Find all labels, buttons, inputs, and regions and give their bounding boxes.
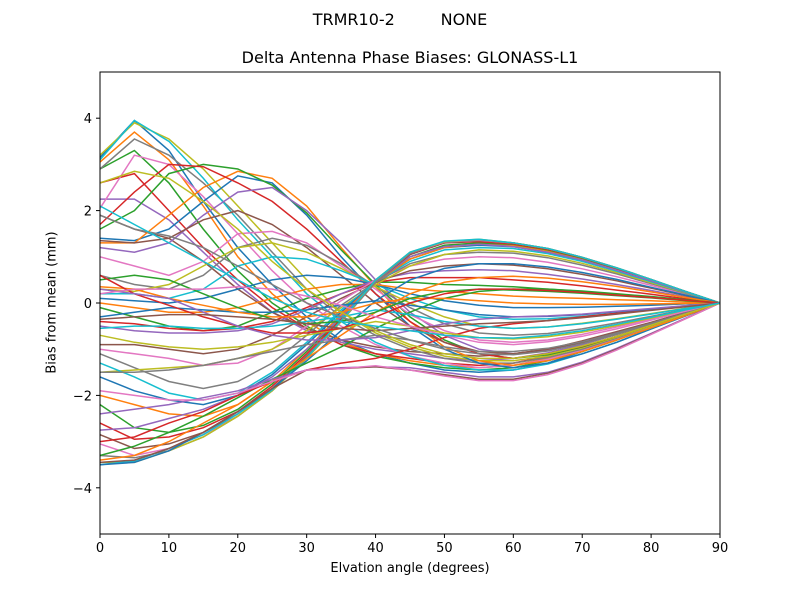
series-line [99, 286, 721, 346]
y-tick-label: −4 [73, 482, 92, 497]
x-axis-label: Elvation angle (degrees) [330, 561, 490, 576]
x-axis-ticks: 0 10 20 30 40 50 60 70 80 90 [96, 534, 728, 556]
chart-title: Delta Antenna Phase Biases: GLONASS-L1 [241, 48, 579, 67]
x-tick-label: 20 [230, 541, 247, 556]
series-line [99, 205, 721, 339]
x-tick-label: 30 [298, 541, 315, 556]
series-line [100, 170, 721, 367]
series-line [99, 274, 721, 334]
figure-suptitle: TRMR10-2 NONE [312, 10, 488, 29]
x-tick-label: 70 [574, 541, 591, 556]
x-tick-label: 40 [367, 541, 384, 556]
y-tick-label: 2 [84, 205, 92, 220]
series-line [99, 302, 721, 401]
series-line [99, 302, 721, 332]
y-tick-label: 0 [84, 297, 92, 312]
series-line [99, 288, 721, 457]
data-lines [99, 119, 721, 466]
series-line [99, 214, 721, 356]
series-line [99, 170, 721, 360]
series-line [99, 276, 721, 332]
x-tick-label: 50 [436, 541, 453, 556]
series-line [99, 237, 721, 337]
y-axis-label: Bias from mean (mm) [44, 231, 60, 374]
series-line [99, 251, 721, 390]
x-tick-label: 80 [643, 541, 660, 556]
series-line [99, 268, 721, 334]
x-tick-label: 60 [505, 541, 522, 556]
series-line [99, 243, 721, 431]
series-line [99, 302, 721, 443]
y-tick-label: −2 [73, 389, 92, 404]
series-line [99, 238, 721, 466]
series-line [99, 302, 721, 415]
series-line [99, 302, 721, 330]
x-tick-label: 10 [161, 541, 178, 556]
y-tick-label: 4 [84, 112, 92, 127]
series-line [99, 121, 721, 362]
x-tick-label: 0 [96, 541, 104, 556]
x-tick-label: 90 [712, 541, 729, 556]
y-axis-ticks: −4 −2 0 2 4 [73, 112, 100, 497]
series-line [100, 262, 721, 355]
series-line [99, 275, 721, 461]
